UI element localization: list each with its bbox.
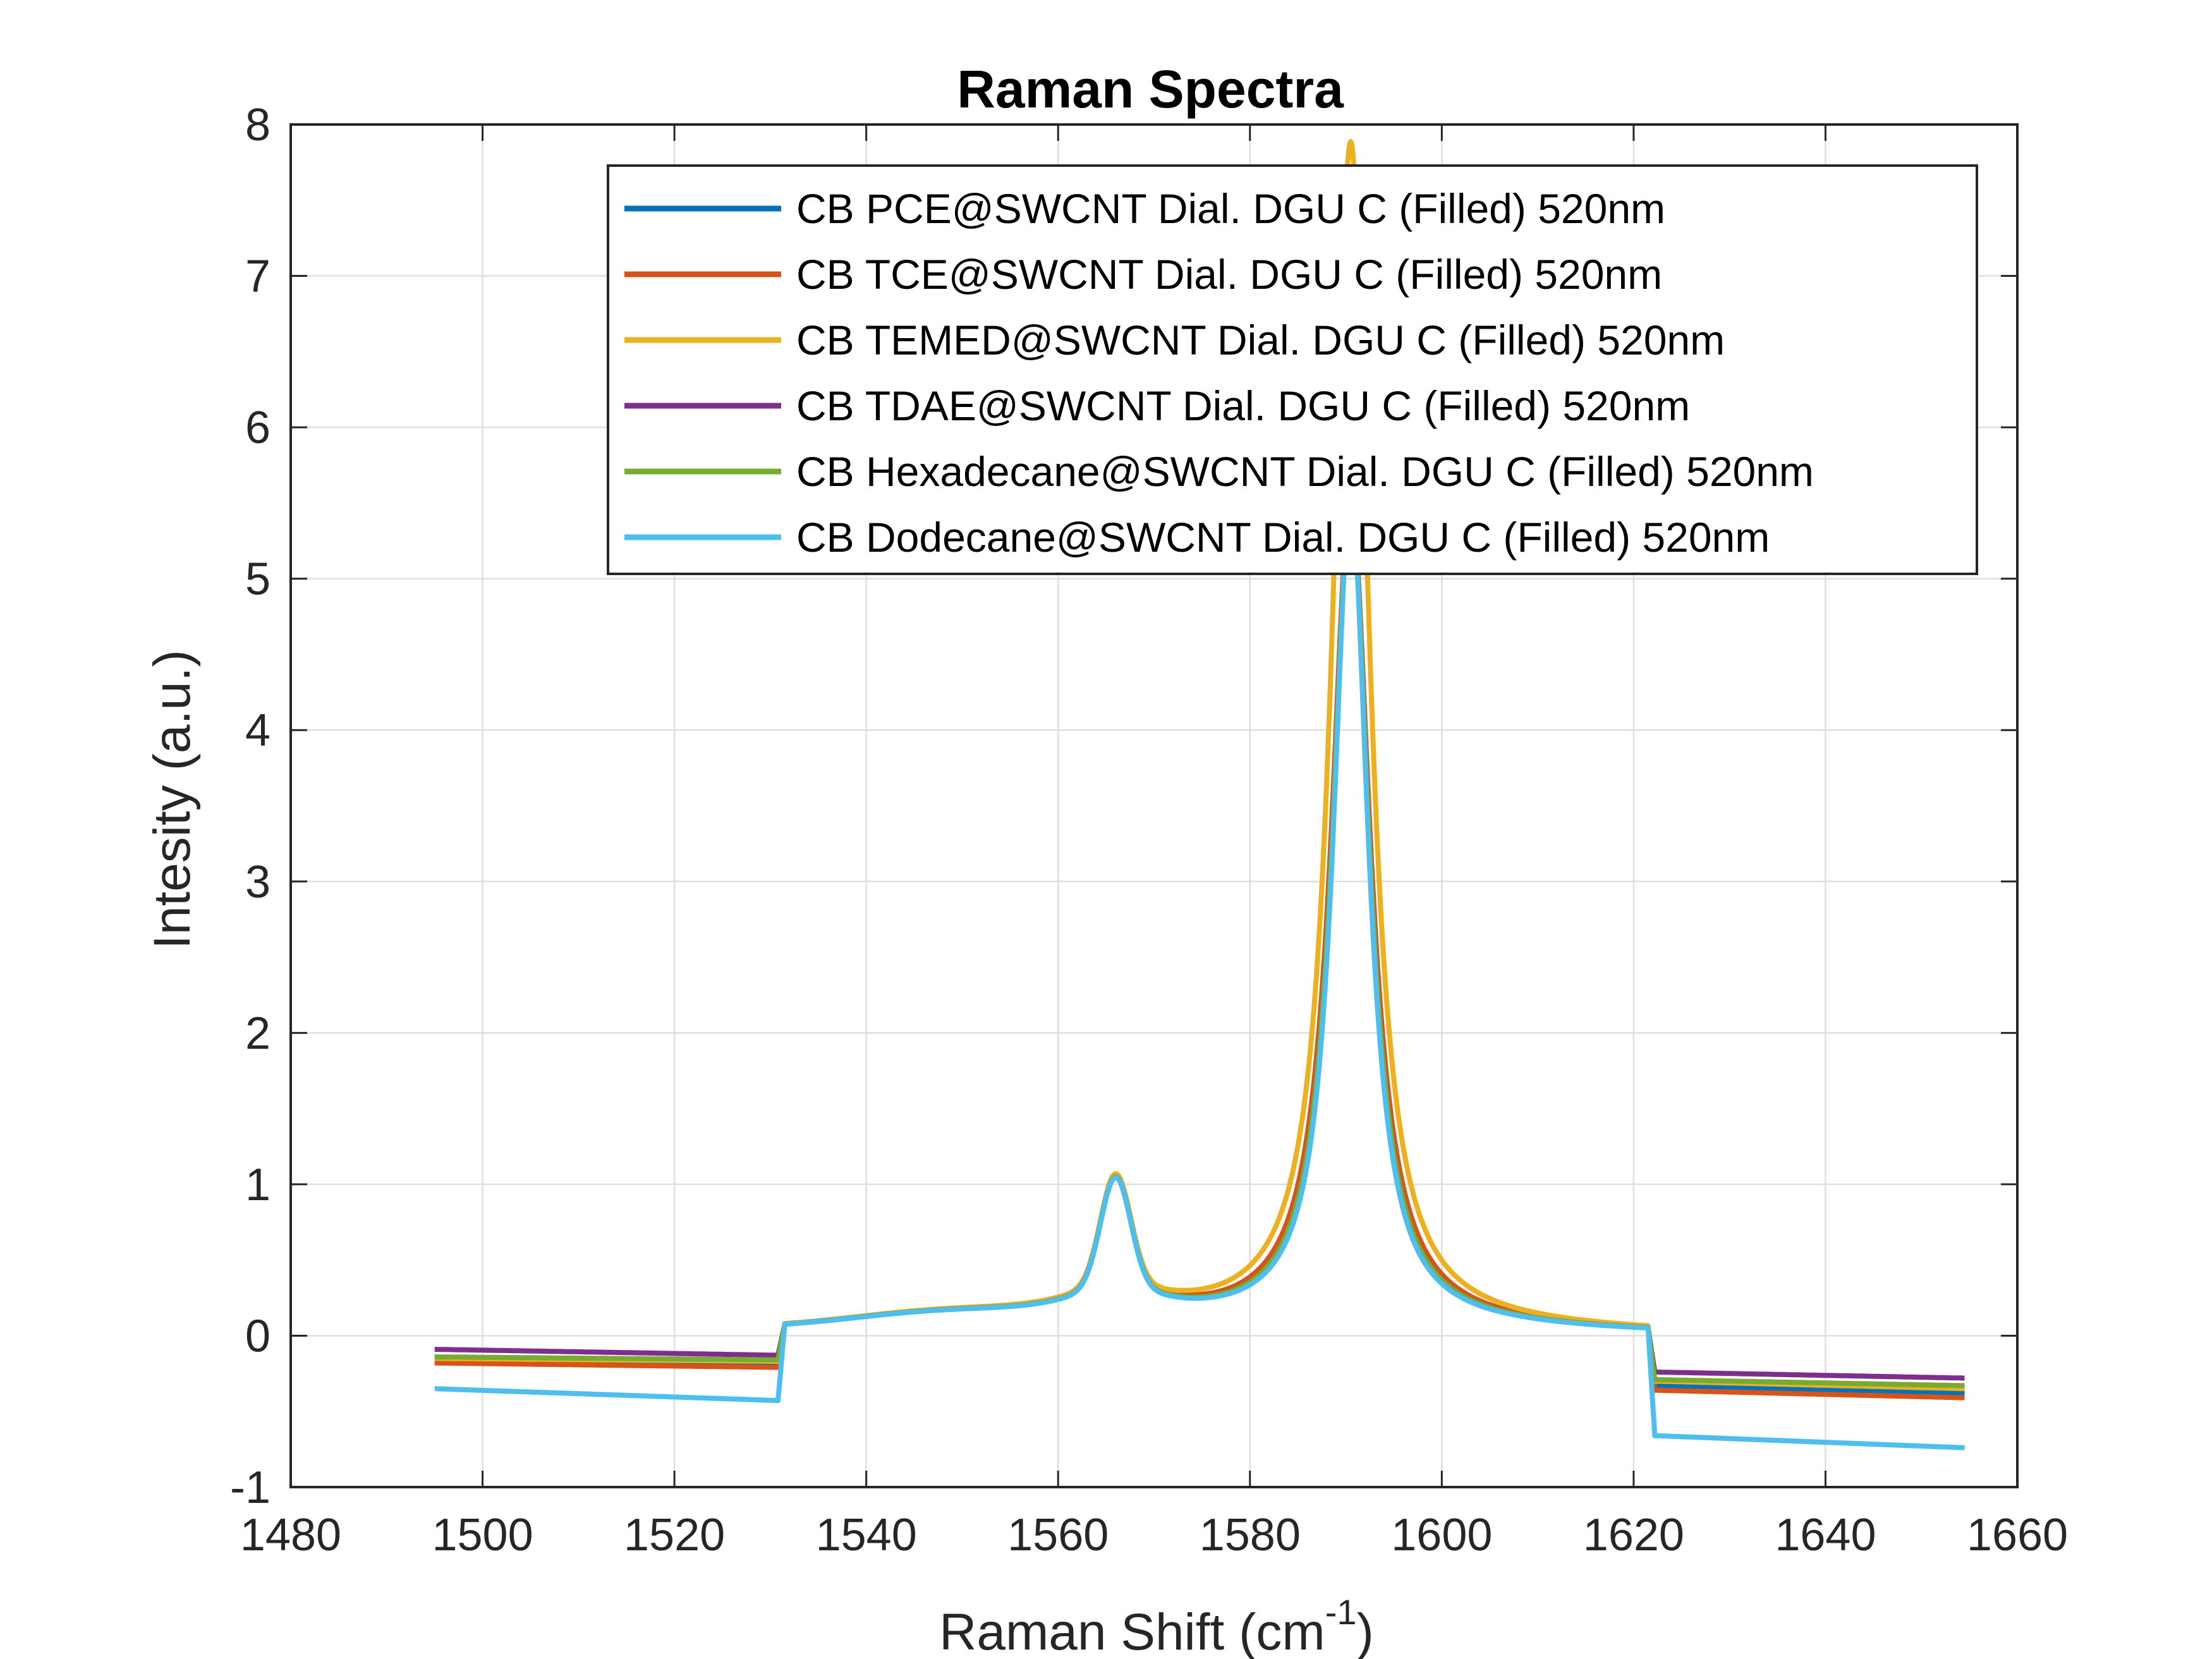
y-tick-label: 4: [245, 705, 270, 756]
legend-box: [607, 164, 1978, 575]
y-tick-label: 7: [245, 252, 270, 302]
legend-label: CB TEMED@SWCNT Dial. DGU C (Filled) 520n…: [796, 317, 1725, 363]
y-tick-label: 8: [245, 100, 270, 150]
y-tick-label: -1: [230, 1462, 270, 1513]
y-tick-label: 0: [245, 1311, 270, 1361]
legend-label: CB TDAE@SWCNT Dial. DGU C (Filled) 520nm: [796, 382, 1690, 429]
series-group: [433, 139, 1966, 1450]
legend-items: CB PCE@SWCNT Dial. DGU C (Filled) 520nm C…: [624, 185, 1814, 561]
y-tick-label: 5: [245, 554, 270, 605]
y-tick-label: 3: [245, 857, 270, 908]
legend-label: CB TCE@SWCNT Dial. DGU C (Filled) 520nm: [796, 251, 1662, 298]
y-tick-label: 6: [245, 403, 270, 453]
x-axis-label: Raman Shift (cm-1): [939, 1592, 1374, 1659]
x-tick-label: 1600: [1391, 1510, 1492, 1560]
x-tick-label: 1540: [816, 1510, 917, 1560]
x-tick-label: 1660: [1967, 1510, 2068, 1560]
y-tick-label: 2: [245, 1008, 270, 1059]
x-tick-label: 1500: [432, 1510, 533, 1560]
legend-label: CB PCE@SWCNT Dial. DGU C (Filled) 520nm: [796, 185, 1665, 232]
legend: CB PCE@SWCNT Dial. DGU C (Filled) 520nm C…: [607, 164, 1978, 575]
x-tick-label: 1520: [624, 1510, 725, 1560]
axis-ticks: 1480 1500 1520 1540 1560 1580 1600 1620 1640 1660…: [230, 100, 2068, 1560]
x-tick-label: 1580: [1200, 1510, 1301, 1560]
legend-label: CB Dodecane@SWCNT Dial. DGU C (Filled) 5…: [796, 514, 1770, 561]
x-axis-label-main: Raman Shift (cm: [939, 1603, 1325, 1659]
x-tick-label: 1620: [1583, 1510, 1684, 1560]
x-tick-label: 1480: [240, 1510, 341, 1560]
chart-title: Raman Spectra: [957, 59, 1344, 119]
x-axis-label-end: ): [1357, 1603, 1374, 1659]
y-axis-label: Intesity (a.u.): [143, 650, 201, 949]
x-axis-label-superscript: -1: [1325, 1592, 1357, 1632]
legend-label: CB Hexadecane@SWCNT Dial. DGU C (Filled)…: [796, 448, 1814, 495]
plot-frame: [289, 123, 2019, 1488]
series-line-6: [433, 495, 1966, 1450]
x-tick-label: 1640: [1775, 1510, 1876, 1560]
x-tick-label: 1560: [1007, 1510, 1109, 1560]
y-tick-label: 1: [245, 1160, 270, 1210]
